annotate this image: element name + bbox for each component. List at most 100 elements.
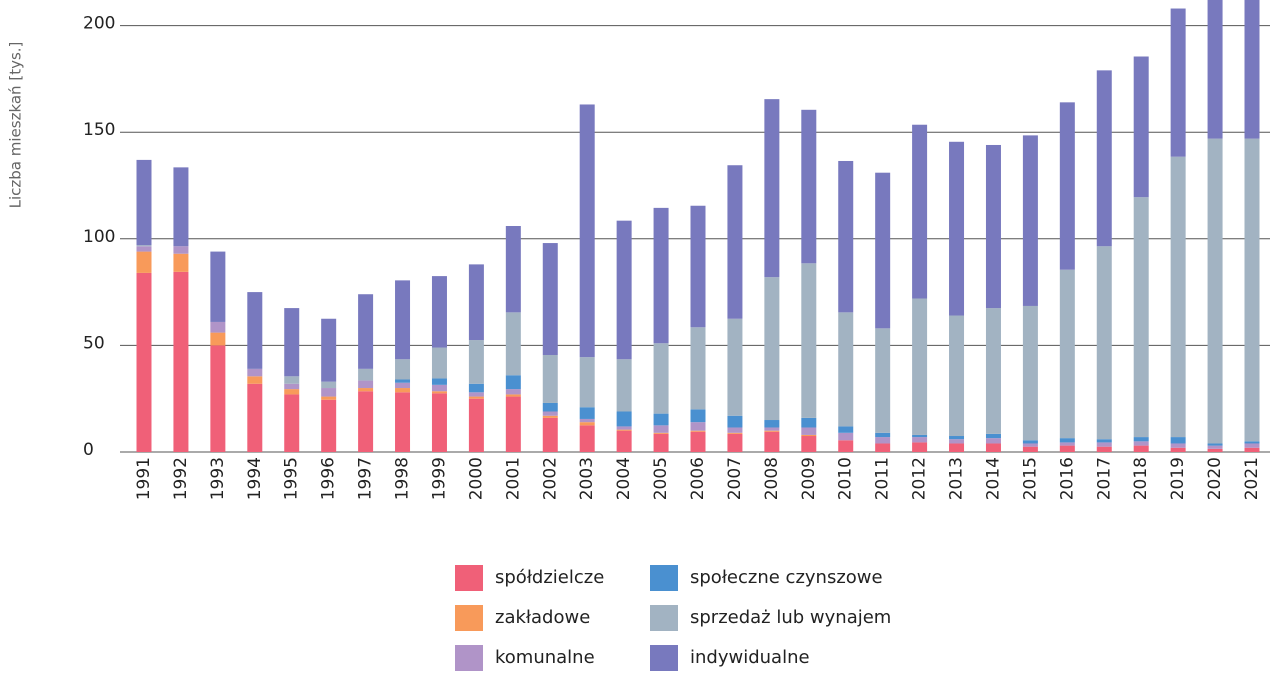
bar-segment [616, 359, 632, 412]
bar-segment [1170, 8, 1186, 157]
x-tick-label: 1992 [171, 457, 191, 500]
bar-segment [542, 415, 558, 418]
x-tick-label: 2003 [577, 457, 597, 500]
bar-segment [1244, 0, 1260, 139]
bar-segment [358, 368, 374, 381]
bar-segment [1244, 138, 1260, 442]
bar-segment [875, 328, 891, 433]
bar-segment [838, 426, 854, 433]
y-axis-label: Liczba mieszkań [tys.] [7, 42, 25, 209]
bar-segment [801, 109, 817, 264]
bar-segment [1096, 446, 1112, 452]
bar-segment [653, 207, 669, 344]
bar-segment [1059, 269, 1075, 439]
bar-segment [764, 427, 780, 431]
bar-segment [542, 417, 558, 452]
bar-segment [985, 144, 1001, 309]
bar-segment [284, 383, 300, 390]
bar-segment [136, 246, 152, 252]
bar-segment [579, 418, 595, 423]
bar-segment [690, 205, 706, 328]
bar-segment [579, 407, 595, 419]
bar-segment [727, 165, 743, 319]
x-tick-label: 2010 [836, 457, 856, 500]
bar-segment [1207, 443, 1223, 446]
bar-segment [1133, 441, 1149, 446]
bar-segment [1207, 0, 1223, 139]
bar-segment [616, 429, 632, 431]
bar-segment [912, 442, 928, 452]
bar-segment [431, 393, 447, 452]
bar-segment [875, 172, 891, 329]
bar-segment [838, 440, 854, 452]
bar-segment [727, 318, 743, 416]
bar-segment [284, 394, 300, 452]
bar-segment [1022, 305, 1038, 441]
bar-segment [1207, 445, 1223, 449]
bar-segment [653, 413, 669, 426]
bar-segment [875, 432, 891, 438]
bar-segment [1022, 135, 1038, 306]
y-tick-label: 200 [83, 14, 115, 34]
bar-segment [505, 389, 521, 395]
bar-segment [653, 343, 669, 414]
bar-segment [801, 263, 817, 418]
bar-segment [136, 245, 152, 247]
bar-segment [1059, 102, 1075, 270]
bar-segment [1133, 445, 1149, 452]
x-tick-label: 2000 [466, 457, 486, 500]
x-tick-label: 2005 [651, 457, 671, 500]
bar-segment [801, 417, 817, 428]
bar-segment [1244, 441, 1260, 444]
bar-segment [1059, 445, 1075, 452]
bar-segment [579, 357, 595, 408]
x-tick-label: 1995 [282, 457, 302, 500]
legend-label: indywidualne [690, 647, 810, 668]
bar-segment [985, 443, 1001, 452]
bar-segment [764, 430, 780, 432]
legend-label: społeczne czynszowe [690, 567, 883, 588]
bar-segment [653, 425, 669, 433]
bar-segment [321, 381, 337, 389]
bar-segment [764, 431, 780, 452]
bar-segment [838, 432, 854, 441]
x-tick-label: 2004 [614, 457, 634, 500]
bar-segment [542, 354, 558, 403]
legend-label: spółdzielcze [495, 567, 604, 588]
bar-segment [505, 226, 521, 313]
x-tick-label: 2002 [540, 457, 560, 500]
bar-segment [210, 345, 226, 452]
x-tick-label: 2016 [1057, 457, 1077, 500]
bar-segment [1096, 439, 1112, 443]
bar-segment [321, 388, 337, 397]
bar-segment [321, 318, 337, 382]
bar-segment [912, 124, 928, 299]
y-tick-label: 100 [83, 227, 115, 247]
bar-segment [838, 312, 854, 427]
bar-segment [395, 388, 411, 393]
bar-segment [1170, 437, 1186, 444]
bar-segment [949, 436, 965, 440]
bar-segment [468, 392, 484, 397]
bar-segment [468, 264, 484, 341]
x-tick-label: 1996 [319, 457, 339, 500]
bar-segment [542, 411, 558, 416]
bar-segment [1096, 70, 1112, 247]
bar-segment [616, 426, 632, 430]
x-tick-label: 2017 [1094, 457, 1114, 500]
bar-segment [690, 409, 706, 423]
bar-segment [1170, 156, 1186, 438]
bar-segment [136, 251, 152, 273]
x-tick-label: 1994 [245, 457, 265, 500]
bar-segment [1022, 440, 1038, 444]
bar-segment [468, 383, 484, 393]
legend-swatch [650, 605, 678, 631]
bar-segment [985, 433, 1001, 439]
bar-segment [395, 280, 411, 360]
bar-segment [505, 394, 521, 397]
bar-segment [653, 432, 669, 434]
x-tick-label: 2001 [503, 457, 523, 500]
bar-segment [579, 425, 595, 452]
bar-segment [284, 376, 300, 384]
